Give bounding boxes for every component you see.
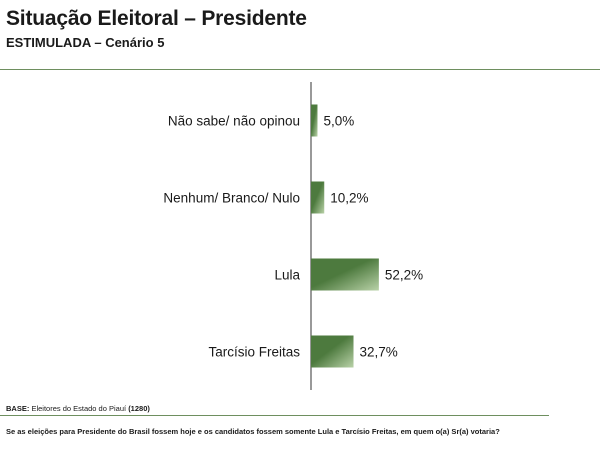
bar-value-label: 10,2% xyxy=(330,191,368,206)
bar-value-label: 52,2% xyxy=(385,268,423,283)
bar xyxy=(311,258,379,291)
category-label: Não sabe/ não opinou xyxy=(168,114,300,129)
base-text: Eleitores do Estado do Piauí xyxy=(31,404,127,413)
base-label: BASE: xyxy=(6,404,30,413)
category-label: Nenhum/ Branco/ Nulo xyxy=(163,191,300,206)
bar xyxy=(311,104,318,137)
bar xyxy=(311,181,325,214)
bar-chart: Não sabe/ não opinou 5,0% Nenhum/ Branco/ … xyxy=(163,82,423,390)
top-divider xyxy=(0,69,600,70)
bar-value-label: 32,7% xyxy=(360,345,398,360)
category-label: Tarcísio Freitas xyxy=(208,345,300,360)
chart-title: Situação Eleitoral – Presidente xyxy=(6,7,307,30)
bottom-divider xyxy=(0,415,549,416)
base-count: (1280) xyxy=(128,404,150,413)
survey-question: Se as eleições para Presidente do Brasil… xyxy=(6,427,500,436)
base-note: BASE: Eleitores do Estado do Piauí (1280… xyxy=(6,404,150,413)
chart-subtitle: ESTIMULADA – Cenário 5 xyxy=(6,35,165,50)
bar xyxy=(311,335,354,368)
category-label: Lula xyxy=(274,268,300,283)
bar-value-label: 5,0% xyxy=(324,114,355,129)
